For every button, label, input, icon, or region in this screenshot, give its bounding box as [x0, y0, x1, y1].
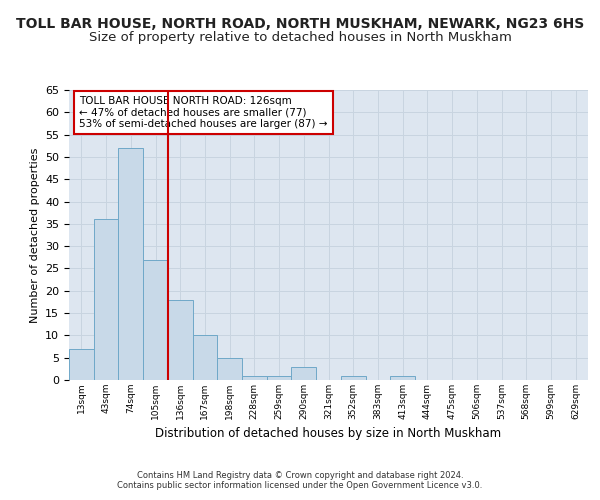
Bar [143, 260, 168, 380]
Text: Size of property relative to detached houses in North Muskham: Size of property relative to detached ho… [89, 31, 511, 44]
Bar [341, 376, 365, 380]
Text: TOLL BAR HOUSE NORTH ROAD: 126sqm
← 47% of detached houses are smaller (77)
53% : TOLL BAR HOUSE NORTH ROAD: 126sqm ← 47% … [79, 96, 328, 129]
Bar [118, 148, 143, 380]
Bar [94, 220, 118, 380]
Bar [267, 376, 292, 380]
Text: Contains HM Land Registry data © Crown copyright and database right 2024.
Contai: Contains HM Land Registry data © Crown c… [118, 470, 482, 490]
Bar [242, 376, 267, 380]
Bar [217, 358, 242, 380]
X-axis label: Distribution of detached houses by size in North Muskham: Distribution of detached houses by size … [155, 428, 502, 440]
Bar [69, 349, 94, 380]
Text: TOLL BAR HOUSE, NORTH ROAD, NORTH MUSKHAM, NEWARK, NG23 6HS: TOLL BAR HOUSE, NORTH ROAD, NORTH MUSKHA… [16, 18, 584, 32]
Bar [292, 366, 316, 380]
Bar [168, 300, 193, 380]
Bar [390, 376, 415, 380]
Y-axis label: Number of detached properties: Number of detached properties [29, 148, 40, 322]
Bar [193, 336, 217, 380]
